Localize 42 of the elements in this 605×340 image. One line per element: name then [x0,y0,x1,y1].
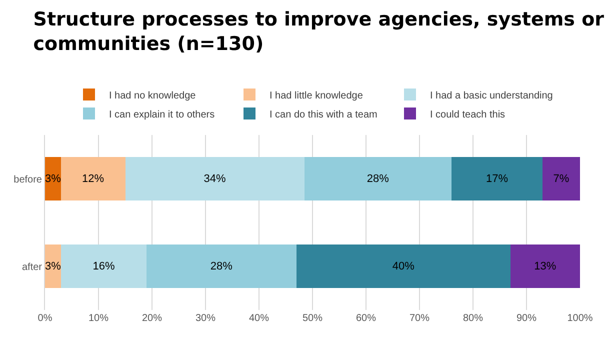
data-label: 7% [553,172,570,185]
data-label: 28% [366,172,390,185]
data-label: 17% [486,172,508,185]
bar [61,156,126,201]
data-label: 13% [534,260,556,272]
bar [304,156,452,201]
x-tick-label: 70% [409,313,430,324]
y-tick-label: before [14,174,42,186]
x-tick-label: 80% [462,313,484,324]
data-label: 28% [210,260,233,272]
legend-label: I had no knowledge [109,90,196,102]
bar [452,156,543,201]
data-label: 12% [82,172,104,185]
legend-label: I had a basic understanding [430,90,553,102]
data-label: 3% [44,260,62,272]
x-tick-label: 0% [38,313,52,324]
x-tick-label: 20% [142,313,162,324]
bar [510,244,580,288]
x-tick-label: 100% [567,313,593,324]
legend-label: I can explain it to others [109,109,215,120]
bar [45,244,62,288]
bar [146,244,296,288]
data-label: 16% [92,260,115,272]
data-label: 40% [392,260,415,272]
y-tick-label: after [22,262,43,273]
data-label: 3% [44,172,62,185]
x-tick-label: 60% [356,313,376,324]
bar [61,244,147,288]
legend-label: I can do this with a team [270,109,378,120]
bar [125,156,304,201]
data-label: 34% [204,172,226,185]
legend-label: I could teach this [430,109,506,120]
x-tick-label: 90% [516,313,537,324]
x-tick-label: 30% [195,313,216,324]
legend-label: I had little knowledge [270,90,364,102]
x-tick-label: 40% [248,313,270,324]
x-tick-label: 50% [302,313,323,324]
bar [542,156,580,201]
x-tick-label: 10% [88,313,109,324]
bar [296,244,510,288]
chart-title: Structure processes to improve agencies, systems or communities (n=130) [33,8,605,56]
bar [45,156,62,201]
